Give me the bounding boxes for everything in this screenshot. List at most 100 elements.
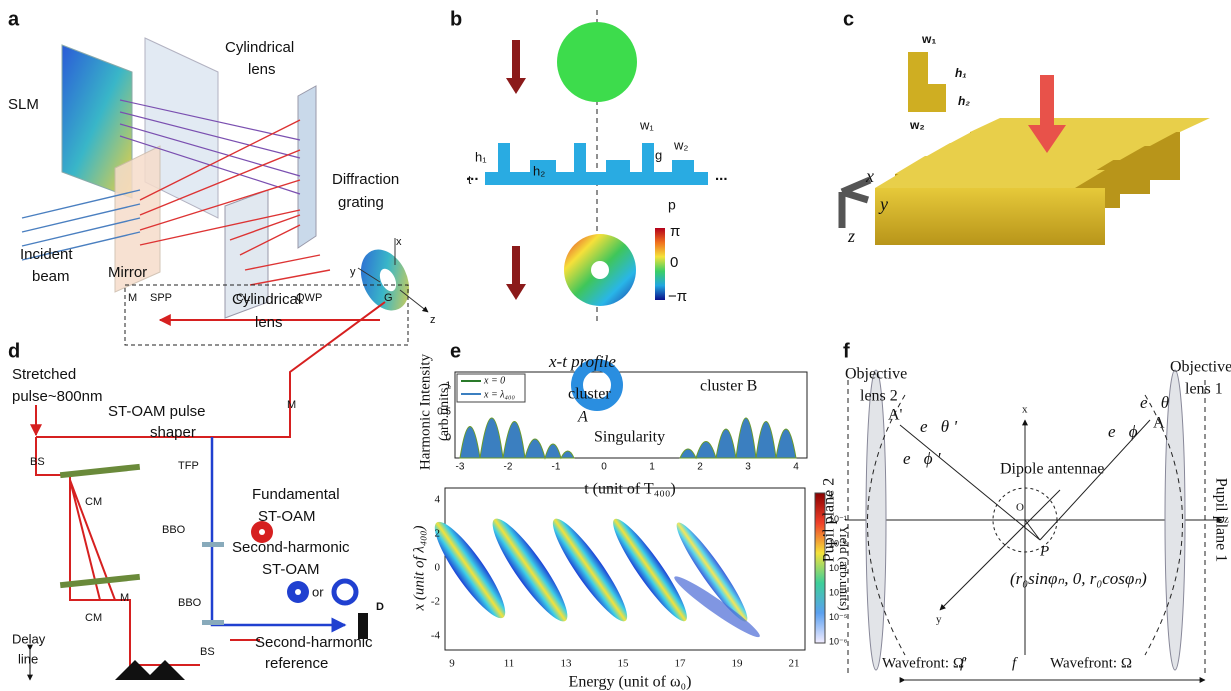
label: ST-OAM — [262, 561, 320, 578]
colorbar — [655, 228, 665, 300]
legend-label: x = λ₄₀₀ — [483, 389, 515, 400]
axis-label: z — [1224, 514, 1229, 526]
sh-beam — [212, 437, 345, 625]
dim-label: h₁ — [475, 149, 487, 164]
label: A — [1153, 415, 1165, 432]
label: shaper — [150, 424, 196, 441]
axis-label: y — [936, 614, 942, 626]
label: Pupil plane 2 — [821, 478, 838, 562]
label: Dipole antennae — [1000, 461, 1104, 478]
label: e⃗θ ' — [920, 417, 957, 436]
delay-stage — [115, 660, 185, 680]
axis-label: y — [350, 266, 356, 278]
tick-label: -2 — [431, 596, 440, 608]
dim-label: w₁ — [921, 32, 936, 46]
axis-label: x (unit of λ₄₀₀) — [411, 525, 427, 611]
dim-label: w₂ — [673, 137, 688, 152]
tick-label: -2 — [504, 462, 513, 473]
tick-label: 0 — [445, 433, 451, 444]
label: SLM — [8, 96, 39, 113]
dim-label: h₂ — [533, 163, 545, 178]
label: reference — [265, 655, 328, 672]
beam-path — [36, 302, 385, 665]
tick-label: 19 — [732, 658, 744, 670]
panel-letter: c — [843, 8, 854, 30]
tick-label: 15 — [618, 658, 630, 670]
colorbar-label: −π — [668, 288, 687, 305]
tick-label: 0.5 — [437, 407, 451, 418]
dim-label: w₁ — [639, 117, 654, 132]
panel-letter: d — [8, 340, 20, 362]
tick-label: 3 — [745, 462, 751, 473]
panel-c-drawing — [842, 52, 1210, 245]
axis-label: y — [878, 194, 888, 214]
label: line — [18, 651, 38, 666]
label: Second-harmonic — [232, 539, 350, 556]
tick-label: 21 — [789, 658, 800, 670]
tick-label: 1 — [649, 462, 655, 473]
panel-letter: a — [8, 8, 20, 30]
crystal — [202, 620, 224, 625]
tick-label: -3 — [456, 462, 465, 473]
tick-label: 2 — [435, 528, 441, 540]
tick-label: 17 — [675, 658, 687, 670]
tick-label: 1 — [445, 381, 451, 392]
component-label: BBO — [178, 597, 202, 609]
label: Objective — [1170, 359, 1231, 376]
component-label: CL — [236, 292, 250, 304]
label: Singularity — [594, 429, 665, 446]
label: Wavefront: Ω — [1050, 655, 1132, 671]
component-label: SPP — [150, 292, 172, 304]
axis-label: Energy (unit of ω₀) — [569, 674, 692, 691]
label: Fundamental — [252, 486, 340, 503]
dots: ... — [466, 167, 479, 184]
label: beam — [32, 268, 70, 285]
label: ST-OAM — [258, 508, 316, 525]
dim-label: p — [668, 197, 676, 213]
colorbar-label: π — [670, 223, 680, 240]
component-label: BS — [30, 456, 45, 468]
tick-label: 0 — [435, 562, 441, 574]
dim-label: w₂ — [909, 118, 925, 132]
component-label: G — [384, 292, 393, 304]
label: e⃗ϕ ' — [903, 449, 941, 468]
panel-letter: e — [450, 340, 461, 362]
label: f — [1012, 655, 1018, 671]
label: x-t profile — [548, 352, 616, 371]
component-label: BBO — [162, 524, 186, 536]
tick-label: 10⁻⁴ — [829, 587, 848, 597]
dots: ... — [715, 167, 728, 184]
tick-label: 4 — [435, 494, 441, 506]
label: e⃗θ — [1140, 393, 1169, 412]
tick-label: 4 — [793, 462, 799, 473]
tick-label: 10⁻⁵ — [829, 612, 848, 622]
label: O — [1016, 502, 1024, 514]
lens — [866, 370, 886, 670]
component-label: M — [287, 399, 296, 411]
label: Objective — [845, 366, 907, 383]
unit-cell — [908, 52, 946, 112]
chirped-mirror — [60, 464, 140, 478]
axes-gizmo — [842, 180, 870, 228]
label: Wavefront: Ω′ — [882, 655, 967, 671]
axis-label: Harmonic Intensity — [417, 353, 433, 470]
arrow — [506, 246, 526, 300]
tick-label: 10⁻³ — [829, 563, 847, 573]
panel-letter: b — [450, 8, 462, 30]
label: pulse~800nm — [12, 388, 102, 405]
label: lens — [255, 314, 283, 331]
component-label: TFP — [178, 460, 199, 472]
tick-label: 11 — [504, 658, 515, 670]
label: Stretched — [12, 366, 76, 383]
grating — [298, 86, 316, 248]
label: Incident — [20, 246, 73, 263]
tick-label: 0 — [601, 462, 607, 473]
label: (r₀sinφₙ, 0, r₀cosφₙ) — [1010, 569, 1147, 588]
tick-label: 13 — [561, 658, 573, 670]
component-label: M — [120, 592, 129, 604]
dim-label: h₁ — [955, 66, 967, 80]
label: e⃗ϕ — [1108, 422, 1138, 441]
axis-label: x — [865, 166, 874, 186]
tick-label: -4 — [431, 630, 441, 642]
axis-label: t (unit of T₄₀₀) — [584, 481, 676, 498]
